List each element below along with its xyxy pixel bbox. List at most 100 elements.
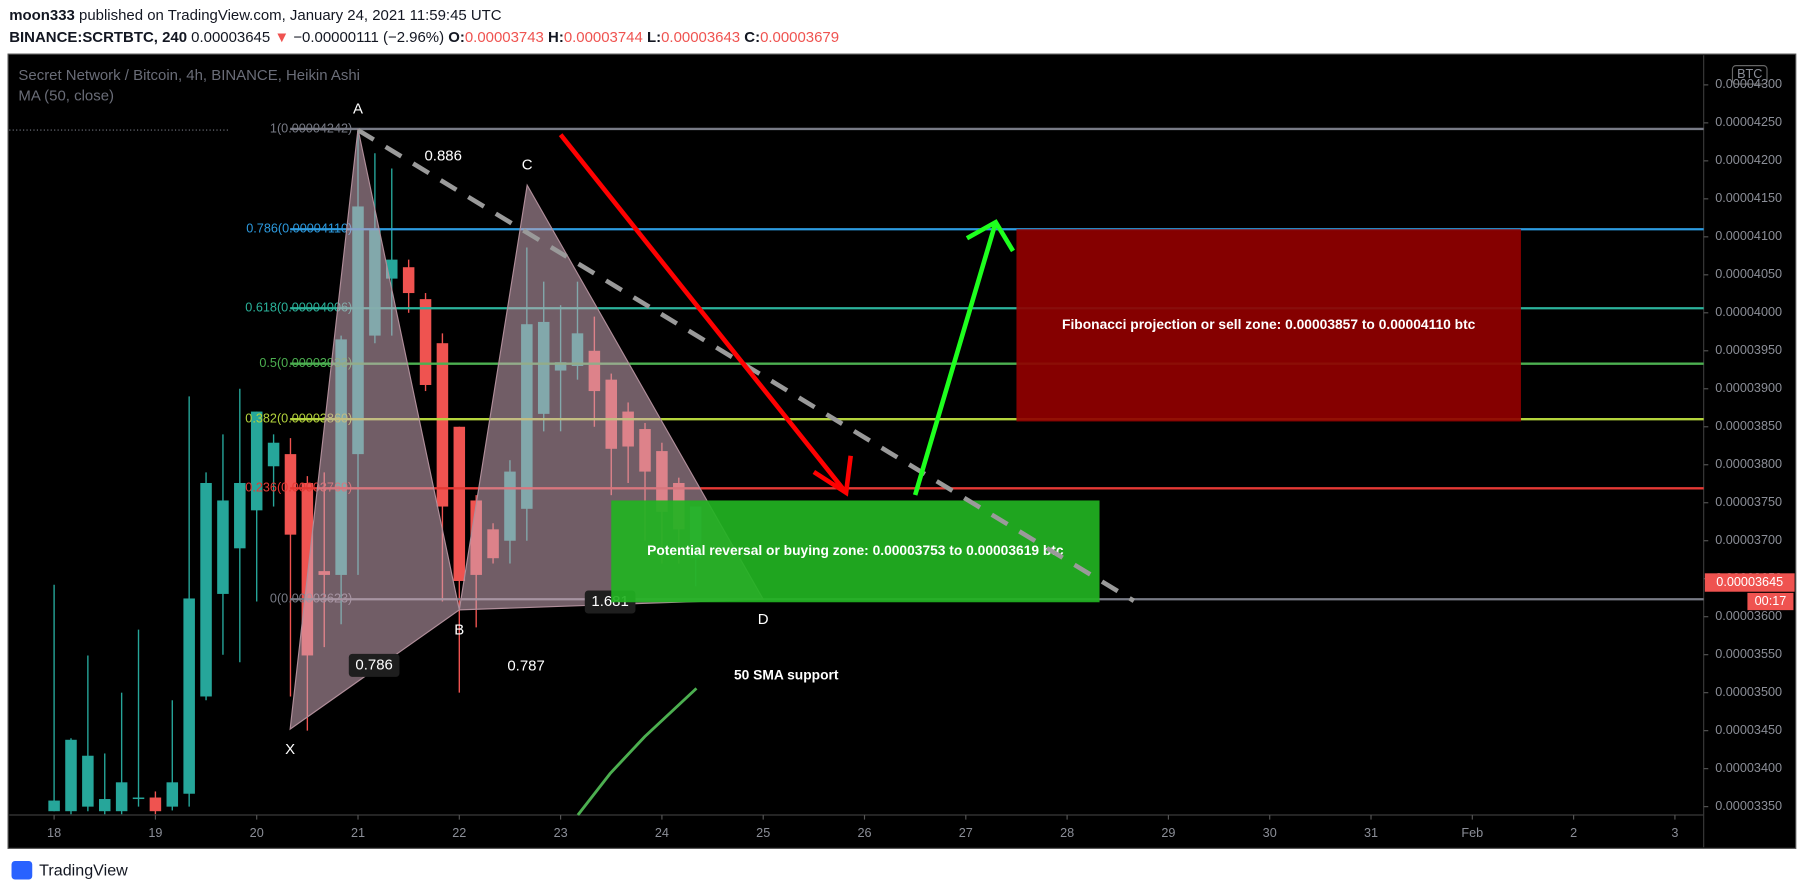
- candle-body: [82, 755, 94, 807]
- x-tick-label: 25: [756, 826, 770, 840]
- y-tick-label: 0.00003500: [1715, 685, 1782, 699]
- fib-label: 0.5(0.00003933): [259, 356, 352, 370]
- fib-label: 0.618(0.00004006): [245, 301, 352, 315]
- sma-line: [576, 687, 698, 816]
- y-tick-label: 0.00004100: [1715, 229, 1782, 243]
- indicator-label: MA (50, close): [18, 88, 114, 105]
- candle-body: [419, 299, 432, 385]
- down-arrow-head: [812, 455, 853, 497]
- x-tick-label: 24: [655, 826, 669, 840]
- ohlc-value: 0.00003743: [465, 29, 544, 46]
- candle-body: [453, 426, 466, 581]
- publish-line: moon333 published on TradingView.com, Ja…: [9, 7, 502, 24]
- x-tick-label: 2: [1570, 826, 1577, 840]
- candle-body: [48, 800, 60, 812]
- ohlc-value: 0.00003744: [564, 29, 643, 46]
- plot: 1(0.00004242) 0.786(0.00004110) 0.618(0.00…: [48, 100, 1704, 815]
- y-tick-label: 0.00004200: [1715, 153, 1782, 167]
- currency: BTC: [1737, 67, 1762, 81]
- zone: [1016, 229, 1521, 422]
- fib-label: 0.786(0.00004110): [246, 222, 352, 236]
- fib-label: 1(0.00004242): [270, 121, 352, 135]
- candle-body: [166, 782, 179, 807]
- x-tick-label: 28: [1060, 826, 1074, 840]
- brand: TradingView: [39, 862, 128, 880]
- x-tick-label: 21: [351, 826, 365, 840]
- x-tick-label: 23: [554, 826, 568, 840]
- x-tick-label: Feb: [1461, 826, 1483, 840]
- candle-body: [386, 259, 398, 279]
- y-tick-label: 0.00004050: [1715, 267, 1782, 281]
- y-tick-label: 0.00003750: [1715, 495, 1782, 509]
- candle-body: [98, 799, 111, 812]
- ratio-label: 0.886: [424, 148, 461, 165]
- y-tick-label: 0.00003900: [1715, 381, 1782, 395]
- zone: [611, 500, 1100, 603]
- candle-body: [132, 797, 145, 800]
- y-tick-label: 0.00004000: [1715, 305, 1782, 319]
- currency-box[interactable]: [1731, 65, 1768, 85]
- candle-body: [65, 739, 77, 812]
- down-arrow: [558, 133, 848, 495]
- pattern-point-label: A: [353, 100, 363, 117]
- x-tick-label: 27: [959, 826, 973, 840]
- y-tick-label: 0.00003400: [1715, 761, 1782, 775]
- x-tick-label: 30: [1263, 826, 1277, 840]
- chart-title: Secret Network / Bitcoin, 4h, BINANCE, H…: [18, 67, 360, 84]
- author[interactable]: moon333: [9, 7, 75, 24]
- y-tick-label: 0.00004250: [1715, 115, 1782, 129]
- y-tick-label: 0.00004150: [1715, 191, 1782, 205]
- candle-body: [301, 482, 314, 656]
- candle-body: [234, 482, 246, 549]
- price-tag: [1704, 573, 1795, 592]
- candle-body: [183, 598, 195, 794]
- zone-label: Fibonacci projection or sell zone: 0.000…: [1062, 316, 1476, 332]
- x-tick-label: 29: [1161, 826, 1175, 840]
- x-tick-label: 31: [1364, 826, 1378, 840]
- change: −0.00000111 (−2.96%): [293, 29, 444, 46]
- candle-body: [402, 267, 415, 294]
- x-tick-label: 20: [250, 826, 264, 840]
- y-tick-label: 0.00003950: [1715, 343, 1782, 357]
- ohlc-value: 0.00003679: [760, 29, 839, 46]
- candle-body: [284, 454, 297, 535]
- ohlc-key: C:: [744, 29, 760, 46]
- candle-body: [250, 411, 263, 511]
- logo: [11, 861, 33, 880]
- ohlc-key: H:: [548, 29, 564, 46]
- ratio-label: 0.786: [355, 656, 392, 673]
- candle-body: [267, 442, 280, 467]
- candle-body: [149, 797, 162, 812]
- symbol: BINANCE:SCRTBTC, 240: [9, 29, 187, 46]
- published: published on TradingView.com, January 24…: [79, 7, 502, 24]
- annotation: 50 SMA support: [734, 666, 839, 682]
- candle-body: [200, 482, 212, 697]
- y-tick-label: 0.00003850: [1715, 419, 1782, 433]
- countdown-tag: [1747, 592, 1794, 611]
- ohlc-key: O:: [448, 29, 465, 46]
- y-tick-label: 0.00003450: [1715, 723, 1782, 737]
- x-tick-label: 26: [857, 826, 871, 840]
- x-tick-label: 18: [47, 826, 61, 840]
- symbol-line: BINANCE:SCRTBTC, 240 0.00003645 ▼ −0.000…: [9, 29, 839, 46]
- price-tag-label: 0.00003645: [1716, 575, 1783, 589]
- pattern-point-label: C: [522, 157, 533, 174]
- ratio-label: 0.787: [507, 657, 544, 674]
- candle-body: [115, 782, 128, 812]
- y-tick-label: 0.00004300: [1715, 77, 1782, 91]
- arrow: ▼: [274, 29, 289, 46]
- zone-label: Potential reversal or buying zone: 0.000…: [647, 542, 1064, 558]
- ohlc-value: 0.00003643: [661, 29, 740, 46]
- countdown: 00:17: [1755, 594, 1787, 608]
- pattern-point-label: X: [285, 741, 295, 758]
- pattern-point-label: B: [454, 622, 464, 639]
- ohlc-key: L:: [647, 29, 661, 46]
- candle-body: [436, 343, 449, 507]
- candle-body: [217, 500, 229, 594]
- up-arrow: [912, 221, 998, 496]
- y-tick-label: 0.00003700: [1715, 533, 1782, 547]
- y-tick-label: 0.00003600: [1715, 609, 1782, 623]
- last: 0.00003645: [191, 29, 270, 46]
- pattern-point-label: D: [758, 611, 769, 628]
